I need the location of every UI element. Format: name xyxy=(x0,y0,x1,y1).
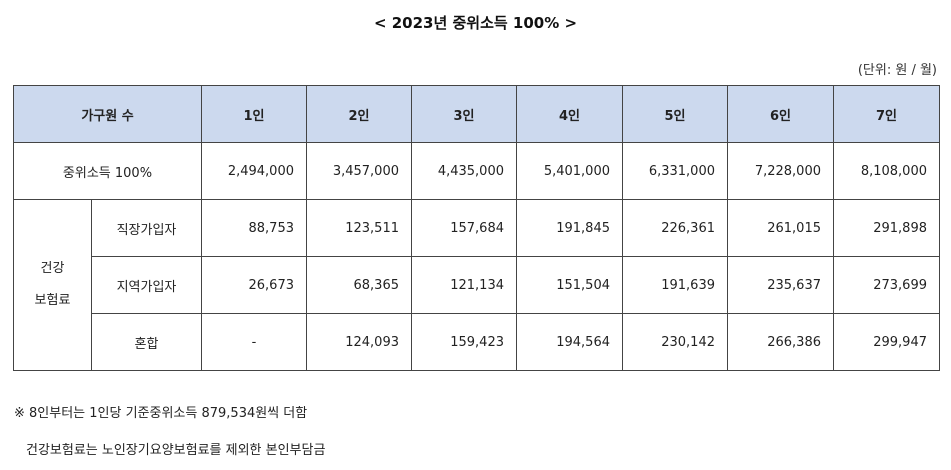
table-cell: 261,015 xyxy=(727,199,834,257)
table-cell: 121,134 xyxy=(411,256,517,314)
page-title: < 2023년 중위소득 100% > xyxy=(373,14,578,32)
row-group-health-insurance: 건강 보험료 xyxy=(13,199,92,371)
group-label-line2: 보험료 xyxy=(34,293,71,308)
header-household-size: 가구원 수 xyxy=(13,85,202,143)
table-cell: 68,365 xyxy=(306,256,412,314)
table-cell: 157,684 xyxy=(411,199,517,257)
table-row: 지역가입자 26,673 68,365 121,134 151,504 191,… xyxy=(14,256,940,314)
table-cell: 8,108,000 xyxy=(833,142,940,200)
table-cell: 299,947 xyxy=(833,313,940,371)
table-cell: 7,228,000 xyxy=(727,142,834,200)
table-cell: 151,504 xyxy=(516,256,623,314)
table-cell: 26,673 xyxy=(201,256,307,314)
table-header-row: 가구원 수 1인 2인 3인 4인 5인 6인 7인 xyxy=(13,85,940,143)
table-cell: 230,142 xyxy=(622,313,728,371)
table-cell: 123,511 xyxy=(306,199,412,257)
unit-label: (단위: 원 / 월) xyxy=(857,63,937,78)
footnote-8-persons: ※ 8인부터는 1인당 기준중위소득 879,534원씩 더함 xyxy=(14,406,308,421)
table-cell: 4,435,000 xyxy=(411,142,517,200)
row-label-employee: 직장가입자 xyxy=(91,199,202,257)
header-6-person: 6인 xyxy=(727,85,834,143)
table-cell: 291,898 xyxy=(833,199,940,257)
table-cell: 191,845 xyxy=(516,199,623,257)
table-cell: 235,637 xyxy=(727,256,834,314)
table-cell: 5,401,000 xyxy=(516,142,623,200)
table-cell: - xyxy=(201,313,307,371)
table-row: 중위소득 100% 2,494,000 3,457,000 4,435,000 … xyxy=(13,142,940,200)
row-label-mixed: 혼합 xyxy=(91,313,202,371)
header-2-person: 2인 xyxy=(306,85,412,143)
footnotes: ※ 8인부터는 1인당 기준중위소득 879,534원씩 더함 건강보험료는 노… xyxy=(14,402,325,459)
table-cell: 124,093 xyxy=(306,313,412,371)
table-cell: 159,423 xyxy=(411,313,517,371)
median-income-table: 가구원 수 1인 2인 3인 4인 5인 6인 7인 중위소득 100% 2,4… xyxy=(13,85,940,371)
table-cell: 2,494,000 xyxy=(201,142,307,200)
table-cell: 3,457,000 xyxy=(306,142,412,200)
table-row: 건강 보험료 직장가입자 88,753 123,511 157,684 191,… xyxy=(13,199,940,371)
header-1-person: 1인 xyxy=(201,85,307,143)
header-7-person: 7인 xyxy=(833,85,940,143)
table-cell: 273,699 xyxy=(833,256,940,314)
header-5-person: 5인 xyxy=(622,85,728,143)
group-label-line1: 건강 xyxy=(40,260,65,276)
row-label-median-income: 중위소득 100% xyxy=(13,142,202,200)
table-cell: 6,331,000 xyxy=(622,142,728,200)
table-cell: 88,753 xyxy=(201,199,307,257)
table-cell: 191,639 xyxy=(622,256,728,314)
table-cell: 266,386 xyxy=(727,313,834,371)
table-cell: 226,361 xyxy=(622,199,728,257)
row-label-regional: 지역가입자 xyxy=(91,256,202,314)
table-cell: 194,564 xyxy=(516,313,623,371)
footnote-health-insurance: 건강보험료는 노인장기요양보험료를 제외한 본인부담금 xyxy=(26,443,326,458)
table-row: 혼합 - 124,093 159,423 194,564 230,142 266… xyxy=(14,313,940,371)
header-3-person: 3인 xyxy=(411,85,517,143)
header-4-person: 4인 xyxy=(516,85,623,143)
